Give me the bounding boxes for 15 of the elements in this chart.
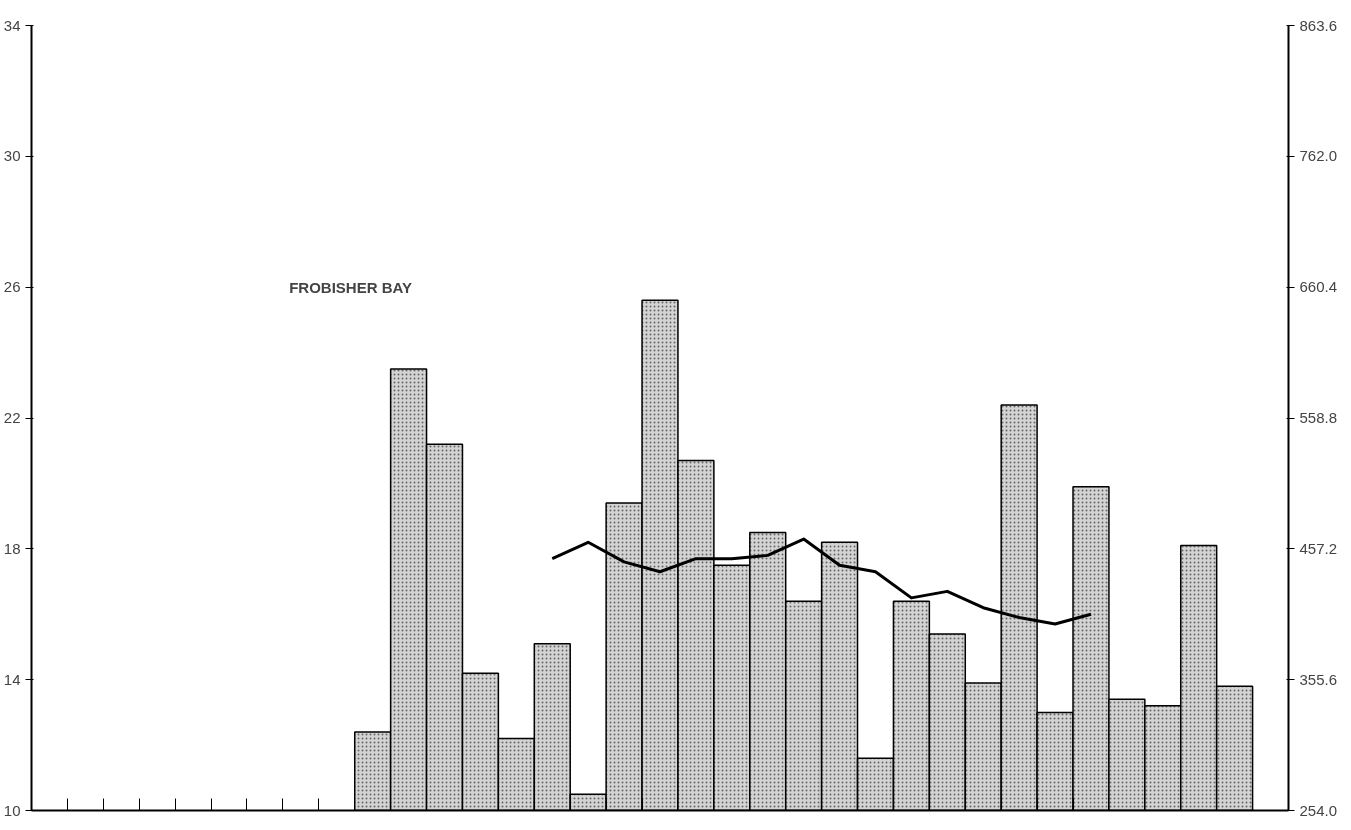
y-tick-label: 14 bbox=[3, 670, 21, 688]
y-tick-label: 26 bbox=[3, 278, 21, 296]
y2-tick-label: 863.6 bbox=[1299, 16, 1338, 34]
y-tick-label: 34 bbox=[3, 16, 21, 34]
y2-tick-label: 457.2 bbox=[1299, 539, 1338, 557]
y2-tick-label: 762.0 bbox=[1299, 147, 1338, 165]
y-tick-label: 22 bbox=[3, 409, 21, 426]
y-tick-label: 18 bbox=[3, 539, 21, 557]
y-tick-label: 30 bbox=[3, 147, 21, 165]
y2-tick-label: 558.8 bbox=[1299, 409, 1338, 426]
annotation: FROBISHER BAY bbox=[289, 279, 412, 297]
y2-tick-label: 355.6 bbox=[1299, 670, 1338, 688]
y2-tick-label: 660.4 bbox=[1299, 278, 1338, 296]
y2-tick-label: 254.0 bbox=[1299, 801, 1338, 819]
y-tick-label: 10 bbox=[3, 801, 21, 819]
